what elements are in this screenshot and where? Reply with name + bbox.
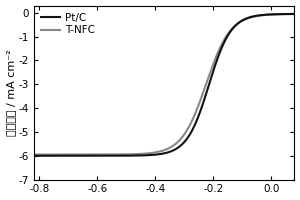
T-NFC [285,13,289,15]
T-NFC [45,153,49,156]
Pt/C [152,154,155,156]
Y-axis label: 电流密度 / mA cm⁻²: 电流密度 / mA cm⁻² [6,49,16,136]
Line: Pt/C: Pt/C [34,14,294,156]
Pt/C [159,153,162,155]
Pt/C [285,13,289,15]
T-NFC [285,13,289,15]
T-NFC [152,151,155,154]
Line: T-NFC: T-NFC [34,14,294,155]
T-NFC [32,153,35,156]
Pt/C [45,155,49,157]
T-NFC [292,13,296,15]
Legend: Pt/C, T-NFC: Pt/C, T-NFC [39,11,97,38]
T-NFC [237,22,241,24]
T-NFC [159,150,162,153]
Pt/C [237,21,241,24]
Pt/C [292,13,296,15]
Pt/C [32,155,35,157]
Pt/C [285,13,289,15]
